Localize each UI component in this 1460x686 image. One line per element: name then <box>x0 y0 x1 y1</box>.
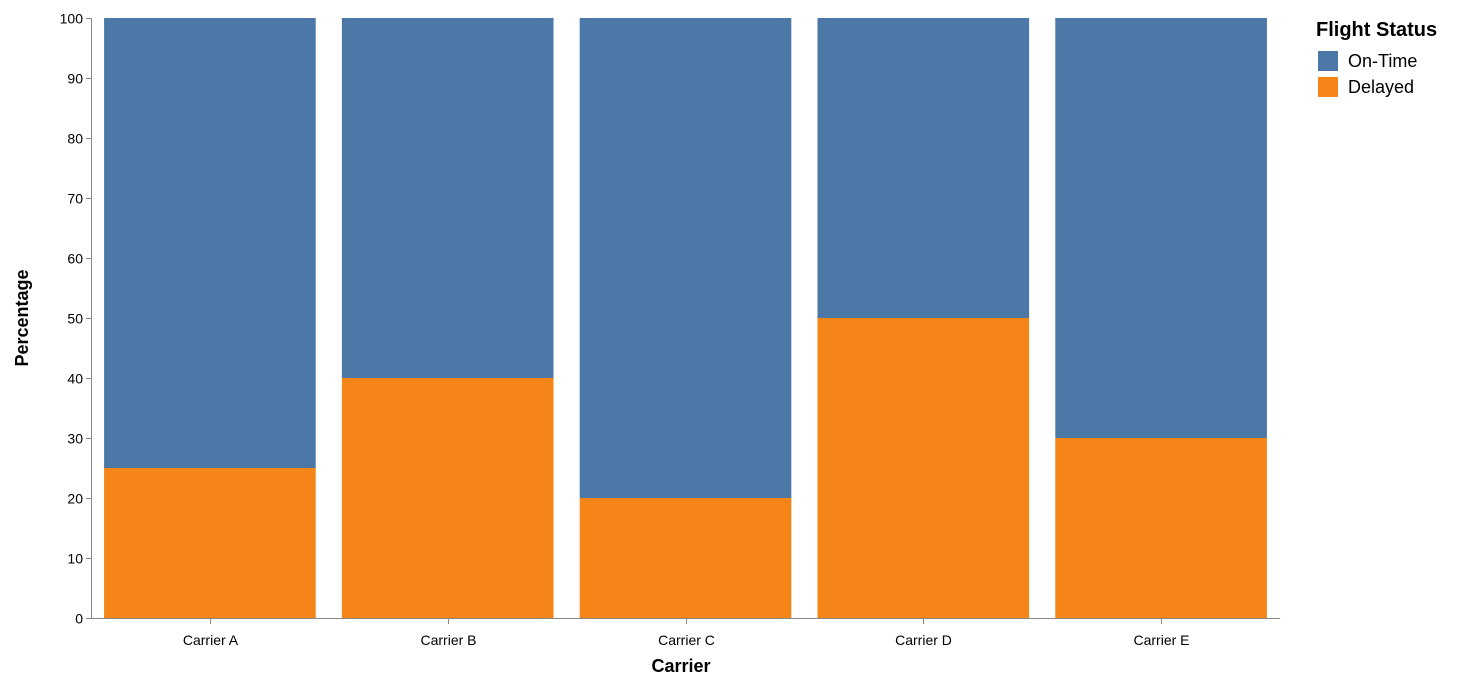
bar-carrier-e-on-time <box>1055 18 1267 438</box>
y-axis: 0 10 20 30 40 50 60 70 80 90 100 <box>60 11 92 627</box>
bar-carrier-b-on-time <box>341 18 554 378</box>
x-tick-label-carrier-e: Carrier E <box>1133 632 1189 648</box>
bar-carrier-e-delayed <box>1055 438 1267 618</box>
bar-carrier-a-delayed <box>104 468 316 618</box>
bars-layer <box>104 18 1267 618</box>
y-tick-label-70: 70 <box>67 191 83 207</box>
y-axis-title: Percentage <box>12 269 32 366</box>
bar-carrier-c-on-time <box>579 18 792 498</box>
x-tick-label-carrier-c: Carrier C <box>658 632 715 648</box>
x-axis-title: Carrier <box>651 656 710 676</box>
x-tick-label-carrier-b: Carrier B <box>420 632 476 648</box>
x-tick-label-carrier-d: Carrier D <box>895 632 952 648</box>
legend-title: Flight Status <box>1316 19 1437 41</box>
y-tick-label-20: 20 <box>67 491 83 507</box>
bar-carrier-a-on-time <box>104 18 316 468</box>
y-tick-label-90: 90 <box>67 71 83 87</box>
y-tick-label-30: 30 <box>67 431 83 447</box>
legend-label-delayed: Delayed <box>1348 77 1414 97</box>
bar-carrier-b-delayed <box>341 378 554 618</box>
bar-carrier-d-delayed <box>817 318 1030 618</box>
x-axis: Carrier A Carrier B Carrier C Carrier D Carr… <box>91 618 1280 648</box>
y-tick-label-0: 0 <box>75 611 83 627</box>
x-tick-label-carrier-a: Carrier A <box>183 632 239 648</box>
y-tick-label-100: 100 <box>60 11 84 27</box>
y-tick-label-80: 80 <box>67 131 83 147</box>
y-tick-label-10: 10 <box>67 551 83 567</box>
y-tick-label-50: 50 <box>67 311 83 327</box>
legend: Flight Status On-Time Delayed <box>1316 19 1437 97</box>
legend-label-on-time: On-Time <box>1348 51 1417 71</box>
y-tick-label-40: 40 <box>67 371 83 387</box>
bar-carrier-c-delayed <box>579 498 792 618</box>
legend-swatch-delayed <box>1318 77 1338 97</box>
legend-swatch-on-time <box>1318 51 1338 71</box>
y-tick-label-60: 60 <box>67 251 83 267</box>
bar-carrier-d-on-time <box>817 18 1030 318</box>
